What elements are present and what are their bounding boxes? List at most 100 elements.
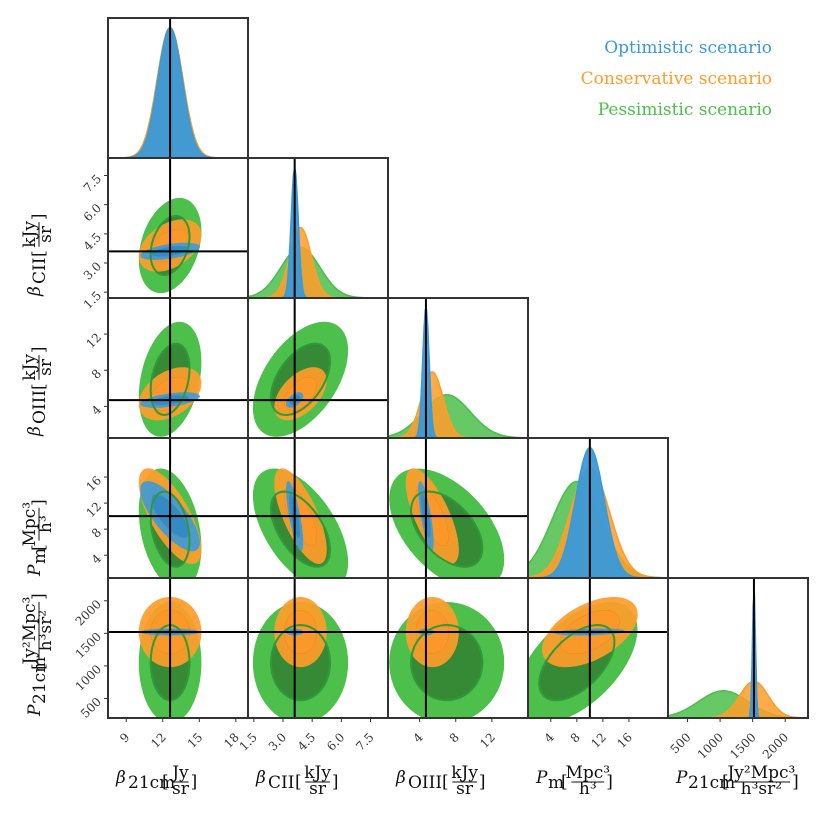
x-tick-label-pm: 4: [542, 730, 558, 746]
marginal-b21-series-0: [108, 27, 248, 158]
y-axis-label-boiii-symbol: β: [25, 426, 45, 437]
y-tick-label-bcii: 1.5: [81, 288, 104, 311]
y-tick-label-bcii: 6.0: [81, 201, 104, 224]
x-axis-label-bcii-subscript: CII: [268, 773, 294, 793]
marginal-line-p21-series-1: [668, 680, 808, 718]
x-axis-label-p21-unit-numerator: Jy²Mpc³: [725, 763, 795, 783]
y-axis-label-bcii-subscript: CII: [30, 258, 50, 284]
y-tick-label-bcii: 3.0: [81, 259, 104, 282]
x-axis-label-bcii-bracket-left: [: [295, 772, 302, 792]
x-axis-label-b21-unit-denominator: sr: [172, 779, 190, 799]
y-axis-label-bcii-unit-denominator: sr: [36, 225, 56, 243]
panel-boiii-vs-boiii: [388, 298, 528, 438]
y-axis-label-bcii-unit-numerator: kJy: [20, 221, 40, 248]
x-axis-label-b21-subscript: 21cm: [128, 773, 175, 793]
x-axis-label-pm-unit-numerator: Mpc³: [565, 763, 610, 783]
contour-outline-pessimistic: [409, 623, 484, 702]
x-tick-label-boiii: 12: [477, 730, 498, 751]
y-axis-label-p21-unit-denominator: h³sr²: [36, 610, 56, 651]
contour-outline-pessimistic: [149, 214, 191, 277]
y-axis-label-pm-bracket-left: [: [29, 544, 49, 551]
x-tick-label-boiii: 8: [447, 730, 462, 745]
x-tick-label-bcii: 3.0: [266, 730, 289, 753]
legend-entry-1: Conservative scenario: [581, 69, 772, 89]
contour-outline-pessimistic: [149, 490, 191, 568]
panel-pm-vs-boiii: [388, 438, 528, 578]
x-axis-label-boiii-unit-denominator: sr: [456, 779, 474, 799]
x-axis-label-pm-symbol: P: [535, 768, 548, 788]
panel-bcii-vs-bcii: [248, 158, 388, 298]
x-tick-label-p21: 1000: [695, 730, 726, 761]
y-axis-label-pm-unit-numerator: Mpc³: [20, 502, 40, 547]
y-axis-label-p21-unit-numerator: Jy²Mpc³: [20, 597, 40, 667]
x-tick-label-b21: 12: [148, 730, 169, 751]
x-tick-label-p21: 500: [668, 730, 694, 756]
x-tick-label-bcii: 4.5: [295, 730, 318, 753]
panel-pm-vs-pm: [528, 438, 668, 578]
x-tick-label-bcii: 1.5: [237, 730, 260, 753]
x-tick-label-pm: 12: [588, 730, 609, 751]
y-tick-label-pm: 8: [89, 525, 104, 540]
x-axis-label-bcii-symbol: β: [255, 768, 266, 788]
y-tick-label-boiii: 12: [83, 330, 104, 351]
y-tick-label-bcii: 4.5: [81, 230, 104, 253]
x-axis-label-b21-bracket-left: [: [162, 772, 169, 792]
y-tick-label-boiii: 4: [89, 402, 105, 418]
y-tick-label-pm: 4: [89, 551, 105, 567]
x-tick-label-b21: 15: [185, 730, 206, 751]
x-axis-label-p21-bracket-right: ]: [792, 772, 799, 792]
y-axis-label-p21-subscript: 21cm: [30, 657, 50, 704]
contour-outline-pessimistic: [409, 490, 484, 568]
marginal-line-boiii-series-1: [388, 371, 528, 438]
contour-outline-pessimistic: [538, 623, 616, 702]
y-axis-label-boiii-bracket-right: ]: [29, 346, 49, 353]
panel-pm-vs-b21: [108, 438, 248, 578]
x-axis-label-boiii-bracket-left: [: [442, 772, 449, 792]
panel-bcii-vs-b21: [108, 158, 248, 298]
y-axis-label-bcii-symbol: β: [25, 286, 45, 297]
x-axis-label-boiii-unit-numerator: kJy: [451, 763, 478, 783]
panel-p21-vs-b21: [108, 578, 248, 718]
x-tick-label-bcii: 7.5: [353, 730, 376, 753]
x-tick-label-p21: 2000: [760, 730, 791, 761]
x-tick-label-pm: 8: [568, 730, 583, 745]
x-tick-label-pm: 16: [614, 730, 635, 751]
contour-outline-pessimistic: [149, 342, 191, 417]
x-axis-label-b21-unit-numerator: Jy: [170, 763, 189, 783]
contour-outline-pessimistic: [269, 342, 332, 417]
y-axis-label-p21-bracket-right: ]: [29, 593, 49, 600]
x-axis-label-b21-bracket-right: ]: [191, 772, 198, 792]
contour-outline-pessimistic: [269, 490, 332, 568]
legend-entry-2: Pessimistic scenario: [598, 100, 772, 120]
x-tick-label-boiii: 4: [410, 730, 426, 746]
x-axis-label-p21-unit-denominator: h³sr²: [741, 779, 782, 799]
panel-p21-vs-bcii: [248, 578, 388, 718]
y-axis-label-p21-symbol: P: [25, 704, 45, 717]
x-axis-label-p21-bracket-left: [: [722, 772, 729, 792]
x-axis-label-bcii-unit-numerator: kJy: [304, 763, 331, 783]
contour-outline-pessimistic: [149, 623, 191, 702]
panel-boiii-vs-bcii: [248, 298, 388, 438]
x-axis-label-pm-bracket-right: ]: [606, 772, 613, 792]
y-tick-label-bcii: 7.5: [81, 172, 104, 195]
x-axis-label-b21-symbol: β: [115, 768, 126, 788]
marginal-line-bcii-series-1: [248, 226, 388, 298]
y-axis-label-boiii-unit-denominator: sr: [36, 358, 56, 376]
panel-p21-vs-p21: [668, 578, 808, 718]
panel-p21-vs-pm: [528, 578, 668, 718]
marginal-boiii-series-0: [388, 309, 528, 438]
x-axis-label-p21-symbol: P: [675, 768, 688, 788]
x-tick-label-bcii: 6.0: [324, 730, 347, 753]
x-tick-label-p21: 1500: [727, 730, 758, 761]
x-axis-label-boiii-subscript: OIII: [408, 773, 442, 793]
